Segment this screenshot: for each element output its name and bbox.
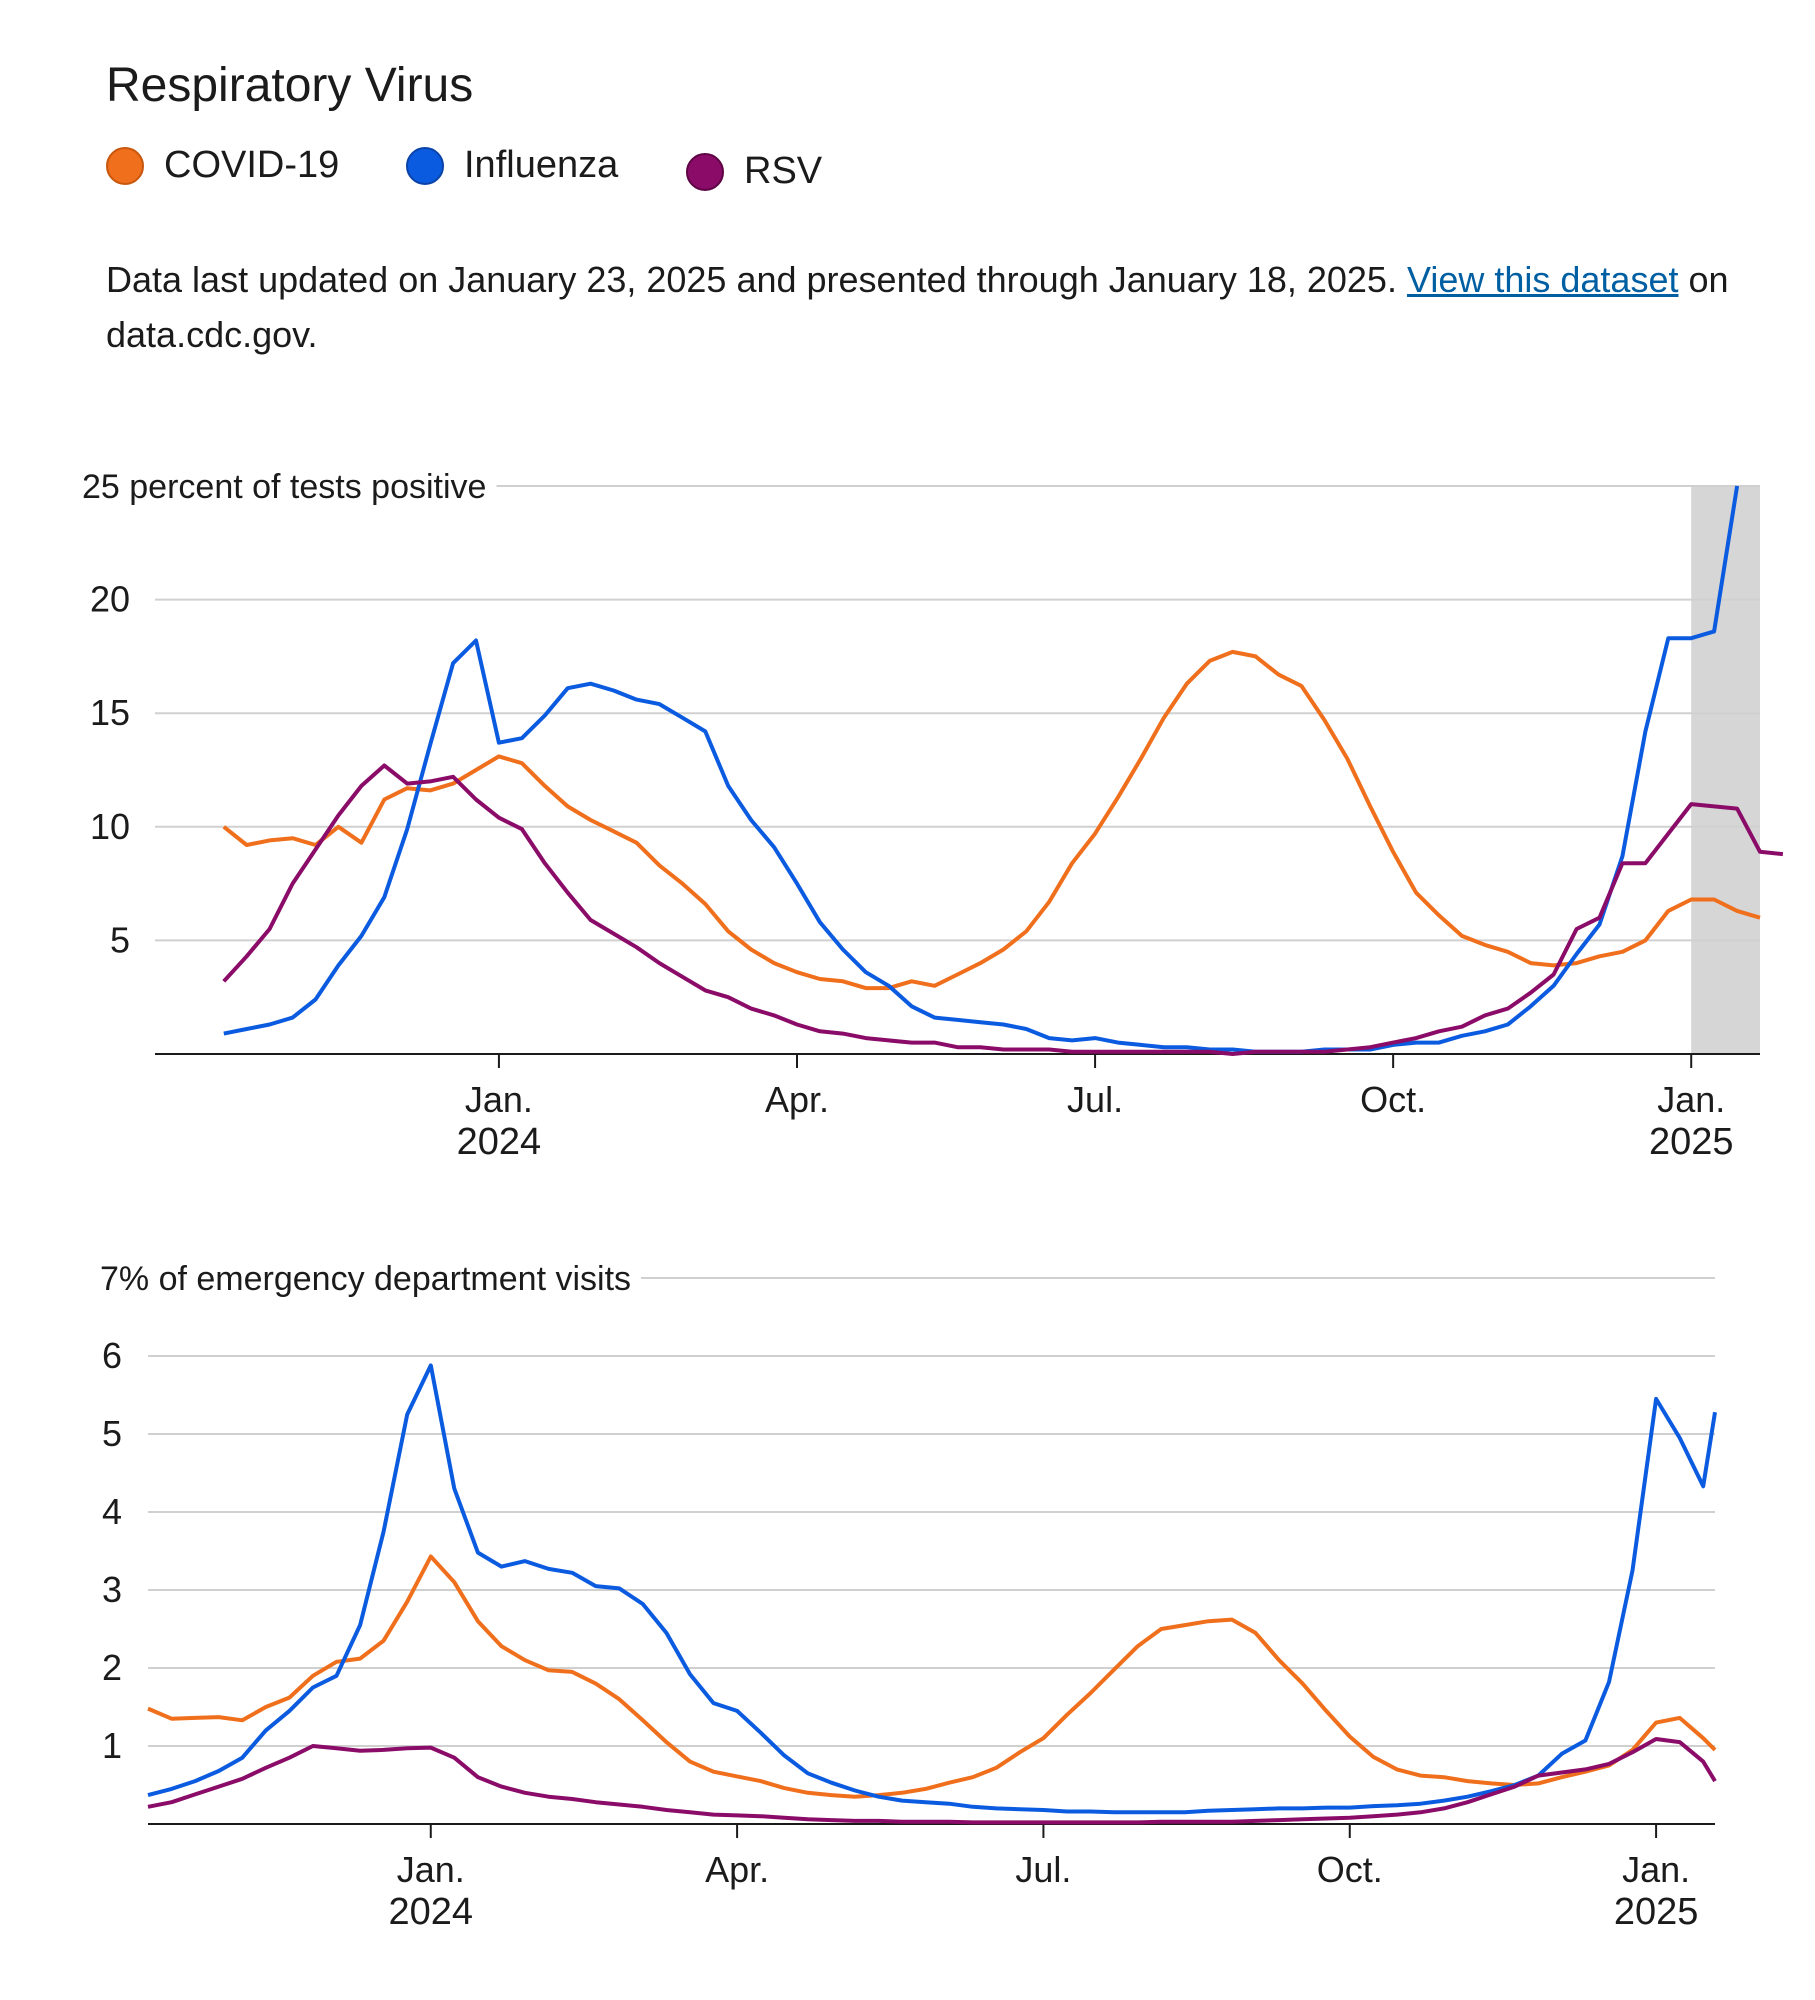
x-tick-label: Apr. — [765, 1079, 829, 1120]
y-tick-label: 3 — [102, 1569, 122, 1610]
legend-item-rsv[interactable]: RSV — [686, 150, 822, 193]
x-tick-year: 2025 — [1649, 1121, 1734, 1163]
y-tick-label: 1 — [102, 1725, 122, 1766]
x-tick-label: Jan. — [465, 1079, 533, 1120]
x-tick-label: Apr. — [705, 1849, 769, 1890]
x-tick-label: Jan. — [1657, 1079, 1725, 1120]
x-tick-year: 2024 — [388, 1891, 473, 1933]
x-tick-label: Jul. — [1067, 1079, 1123, 1120]
x-tick-label: Oct. — [1317, 1849, 1383, 1890]
y-axis-title: 7% of emergency department visits — [100, 1260, 631, 1298]
legend-item-covid[interactable]: COVID-19 — [106, 144, 339, 187]
data-note: Data last updated on January 23, 2025 an… — [106, 252, 1746, 362]
shaded-region — [1691, 486, 1760, 1054]
series-line-covid-19 — [147, 1554, 1717, 1799]
legend-label-influenza: Influenza — [464, 144, 619, 186]
legend-item-influenza[interactable]: Influenza — [406, 144, 618, 187]
x-tick-year: 2025 — [1614, 1891, 1699, 1933]
x-tick-label: Oct. — [1360, 1079, 1426, 1120]
influenza-swatch-icon — [406, 146, 444, 185]
y-tick-label: 6 — [102, 1335, 122, 1376]
note-suffix: on data.cdc.gov. — [106, 259, 1729, 355]
series-line-rsv — [222, 763, 1784, 1056]
y-tick-label: 2 — [102, 1647, 122, 1688]
x-tick-year: 2024 — [457, 1121, 542, 1163]
y-tick-label: 10 — [90, 806, 130, 847]
note-text: Data last updated on January 23, 2025 an… — [106, 259, 1407, 300]
series-line-rsv — [147, 1737, 1717, 1825]
tests-positive-chart: 25 percent of tests positive2015105Jan.2… — [82, 468, 1784, 1163]
x-tick-label: Jan. — [1622, 1849, 1690, 1890]
view-dataset-link[interactable]: View this dataset — [1406, 259, 1679, 300]
y-tick-label: 4 — [102, 1491, 122, 1532]
legend-label-covid: COVID-19 — [164, 144, 340, 186]
rsv-swatch-icon — [686, 152, 724, 191]
y-tick-label: 5 — [102, 1413, 122, 1454]
y-tick-label: 15 — [90, 692, 130, 733]
legend: COVID-19 Influenza RSV — [106, 144, 1806, 204]
y-axis-title: 25 percent of tests positive — [82, 468, 486, 506]
y-tick-label: 20 — [90, 579, 130, 620]
covid-swatch-icon — [106, 146, 144, 185]
page-title: Respiratory Virus — [106, 59, 474, 112]
legend-label-rsv: RSV — [744, 150, 823, 192]
x-tick-label: Jul. — [1015, 1849, 1071, 1890]
x-tick-label: Jan. — [397, 1849, 465, 1890]
y-tick-label: 5 — [110, 919, 130, 960]
series-line-influenza — [147, 1363, 1717, 1815]
series-line-covid-19 — [222, 649, 1761, 991]
ed-visits-chart: 7% of emergency department visits 6 5 4 3 2 1 J… — [100, 1260, 1717, 1933]
series-line-influenza — [223, 485, 1740, 1054]
